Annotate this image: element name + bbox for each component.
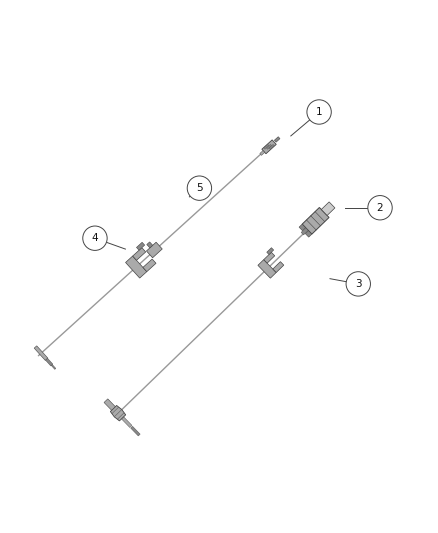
Circle shape xyxy=(187,176,212,200)
Polygon shape xyxy=(143,259,156,272)
Polygon shape xyxy=(51,365,56,369)
Polygon shape xyxy=(258,260,276,278)
Polygon shape xyxy=(147,242,153,248)
Polygon shape xyxy=(267,248,274,255)
Polygon shape xyxy=(121,416,132,427)
Circle shape xyxy=(83,226,107,251)
Polygon shape xyxy=(273,262,284,272)
Polygon shape xyxy=(262,140,276,154)
Polygon shape xyxy=(274,137,280,142)
Polygon shape xyxy=(264,252,275,263)
Polygon shape xyxy=(266,144,272,149)
Polygon shape xyxy=(131,426,140,436)
Polygon shape xyxy=(260,150,265,156)
Text: 3: 3 xyxy=(355,279,362,289)
Text: 2: 2 xyxy=(377,203,383,213)
Polygon shape xyxy=(46,358,53,366)
Circle shape xyxy=(368,196,392,220)
Polygon shape xyxy=(301,228,308,235)
Polygon shape xyxy=(133,248,146,260)
Polygon shape xyxy=(305,231,312,237)
Circle shape xyxy=(307,100,331,124)
Polygon shape xyxy=(110,406,126,421)
Polygon shape xyxy=(104,399,115,410)
Polygon shape xyxy=(264,144,269,149)
Polygon shape xyxy=(302,207,329,234)
Text: 1: 1 xyxy=(316,107,322,117)
Polygon shape xyxy=(34,346,48,360)
Polygon shape xyxy=(137,243,145,251)
Text: 4: 4 xyxy=(92,233,98,243)
Polygon shape xyxy=(269,144,274,149)
Text: 5: 5 xyxy=(196,183,203,193)
Polygon shape xyxy=(126,256,147,278)
Polygon shape xyxy=(299,224,306,231)
Circle shape xyxy=(346,272,371,296)
Polygon shape xyxy=(146,242,162,258)
Polygon shape xyxy=(321,202,335,215)
